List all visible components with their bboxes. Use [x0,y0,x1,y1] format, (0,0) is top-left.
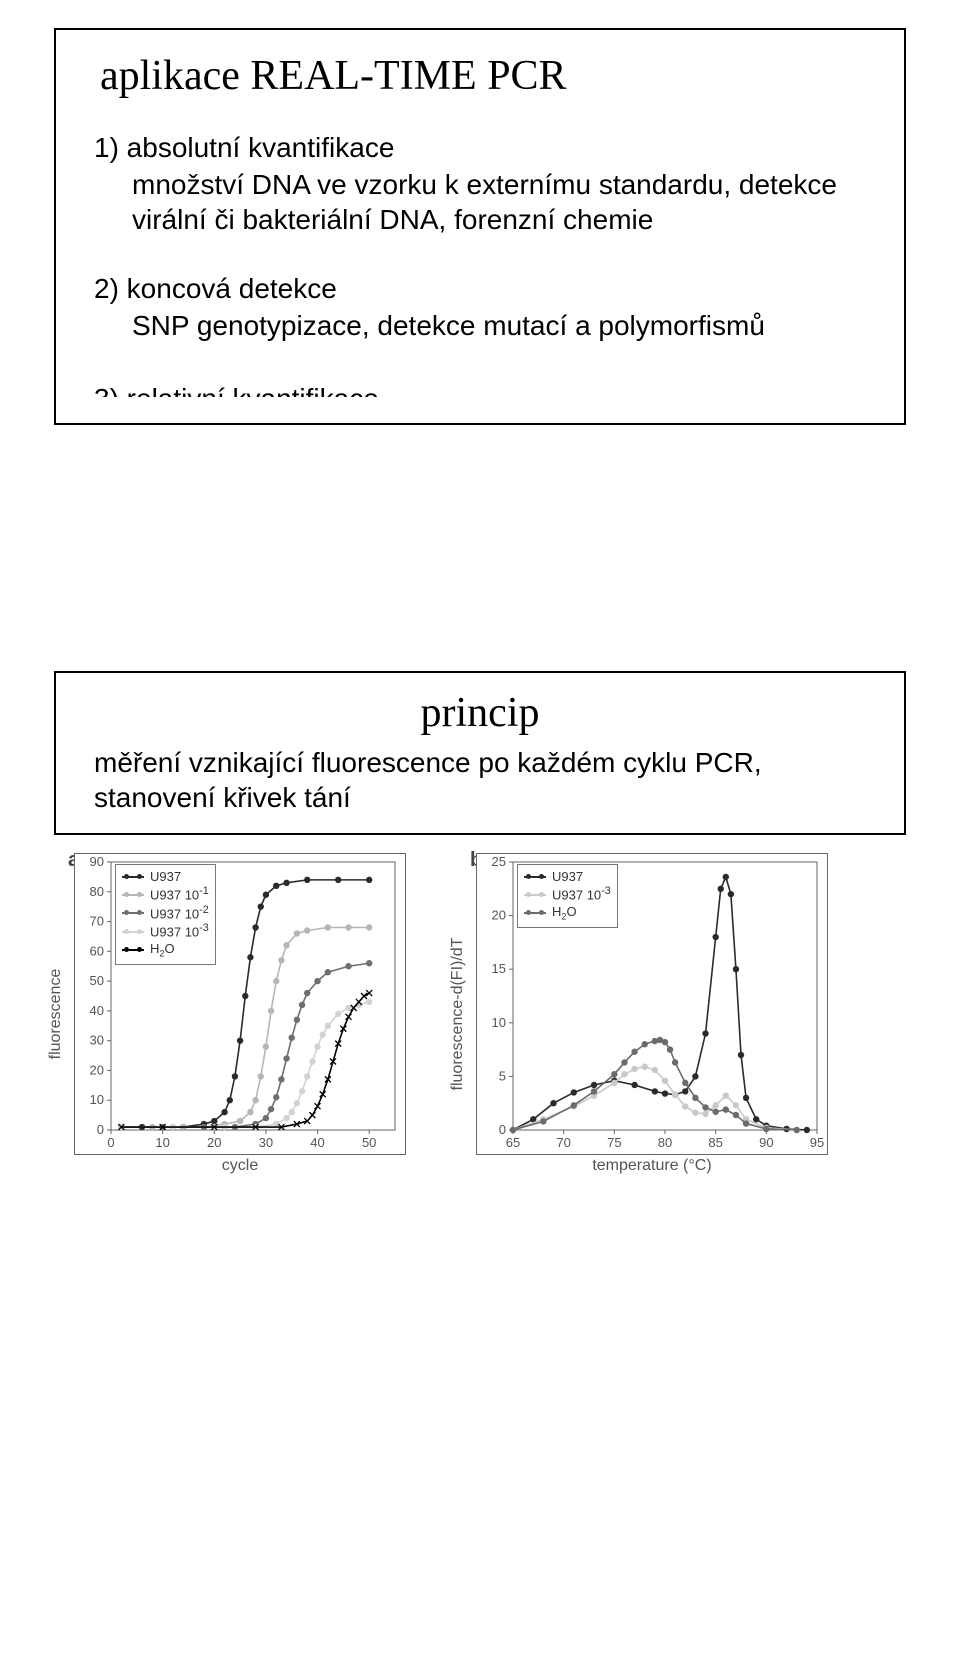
slide1-body: 1) absolutní kvantifikace množství DNA v… [94,130,866,397]
chart-a-xlabel: cycle [74,1157,406,1175]
chart-a-ylabel: fluorescence [47,969,65,1060]
item2-head: 2) koncová detekce [94,271,866,306]
chart-a-plot: 010203040506070809001020304050U937U937 1… [74,853,406,1155]
svg-text:20: 20 [492,908,506,923]
svg-text:90: 90 [90,854,104,869]
charts-row: a fluorescence 0102030405060708090010203… [54,853,906,1175]
svg-text:0: 0 [107,1135,114,1150]
svg-text:50: 50 [362,1135,376,1150]
svg-text:75: 75 [607,1135,621,1150]
svg-text:50: 50 [90,973,104,988]
svg-text:60: 60 [90,943,104,958]
slide1-title: aplikace REAL-TIME PCR [100,52,866,100]
svg-text:30: 30 [90,1033,104,1048]
svg-text:25: 25 [492,854,506,869]
svg-text:90: 90 [759,1135,773,1150]
svg-text:40: 40 [310,1135,324,1150]
svg-text:20: 20 [207,1135,221,1150]
svg-text:0: 0 [97,1122,104,1137]
svg-text:85: 85 [708,1135,722,1150]
slide-principle: princip měření vznikající fluorescence p… [54,671,906,835]
slide2-title: princip [94,689,866,737]
slide2-body: měření vznikající fluorescence po každém… [94,745,866,815]
item3-head: 3) relativní kvantifikace [94,381,866,397]
chart-b-wrap: b fluorescence-d(FI)/dT 0510152025657075… [476,853,828,1175]
chart-a-wrap: a fluorescence 0102030405060708090010203… [74,853,406,1175]
item1-sub: množství DNA ve vzorku k externímu stand… [132,167,866,237]
svg-text:20: 20 [90,1062,104,1077]
svg-text:80: 80 [90,884,104,899]
chart-b-plot: 051015202565707580859095U937U937 10-3H2O [476,853,828,1155]
svg-text:10: 10 [155,1135,169,1150]
svg-text:70: 70 [556,1135,570,1150]
svg-text:40: 40 [90,1003,104,1018]
svg-text:65: 65 [506,1135,520,1150]
svg-text:10: 10 [90,1092,104,1107]
item2-sub: SNP genotypizace, detekce mutací a polym… [132,308,866,343]
chart-b-ylabel: fluorescence-d(FI)/dT [449,938,467,1091]
svg-text:5: 5 [499,1068,506,1083]
item1-head: 1) absolutní kvantifikace [94,130,866,165]
slide-applications: aplikace REAL-TIME PCR 1) absolutní kvan… [54,28,906,425]
svg-text:30: 30 [259,1135,273,1150]
item3-cutoff: 3) relativní kvantifikace [94,377,866,397]
svg-text:80: 80 [658,1135,672,1150]
chart-b-xlabel: temperature (°C) [476,1157,828,1175]
svg-text:70: 70 [90,914,104,929]
svg-text:95: 95 [810,1135,824,1150]
svg-text:10: 10 [492,1015,506,1030]
svg-text:15: 15 [492,961,506,976]
slide-gap [0,443,960,643]
